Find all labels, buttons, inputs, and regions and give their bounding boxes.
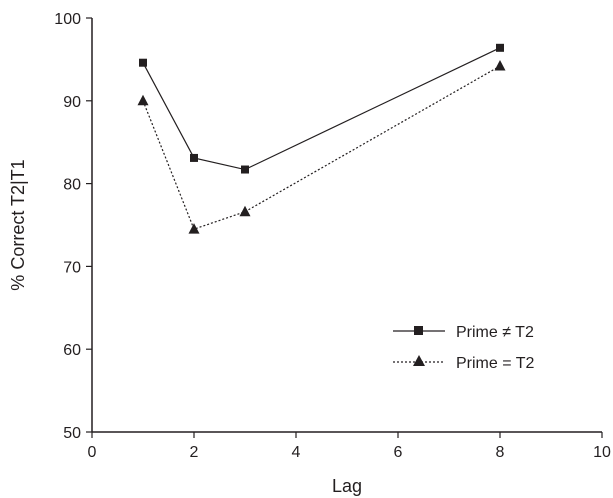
series-layer — [137, 43, 506, 234]
y-tick-label: 90 — [63, 94, 81, 111]
legend-item-prime-equal: Prime = T2 — [393, 355, 535, 372]
series-1-point — [496, 43, 504, 52]
y-tick-label: 50 — [63, 425, 81, 442]
y-tick-label: 100 — [54, 11, 81, 28]
series-2-point — [239, 205, 251, 217]
x-tick-label: 6 — [394, 444, 403, 461]
legend-label-series-1: Prime ≠ T2 — [456, 324, 534, 341]
series-1-point — [190, 153, 198, 162]
y-axis-title: % Correct T2|T1 — [8, 159, 28, 290]
x-tick-label: 10 — [593, 444, 611, 461]
x-tick-label: 4 — [292, 444, 301, 461]
y-tick-label: 70 — [63, 259, 81, 276]
series-1-point — [139, 58, 147, 67]
legend-triangle-marker — [413, 355, 425, 366]
series-2-point — [188, 223, 200, 234]
x-axis-title: Lag — [332, 476, 362, 496]
x-tick-label: 0 — [88, 444, 97, 461]
legend-item-prime-not-equal: Prime ≠ T2 — [393, 324, 534, 341]
x-tick-label: 8 — [496, 444, 505, 461]
series-1-line — [142, 47, 501, 171]
x-tick-label: 2 — [190, 444, 199, 461]
y-tick-label: 60 — [63, 342, 81, 359]
y-ticks: 50 60 70 80 90 100 — [54, 11, 92, 442]
series-1-point — [241, 165, 249, 174]
x-ticks: 0 2 4 6 8 10 — [88, 432, 611, 461]
axes — [91, 18, 602, 433]
series-2-point — [494, 60, 506, 71]
legend: Prime ≠ T2 Prime = T2 — [393, 324, 535, 372]
series-2-line — [142, 65, 501, 230]
legend-square-marker — [414, 326, 423, 335]
y-tick-label: 80 — [63, 177, 81, 194]
legend-label-series-2: Prime = T2 — [456, 355, 535, 372]
series-2-point — [137, 94, 149, 106]
